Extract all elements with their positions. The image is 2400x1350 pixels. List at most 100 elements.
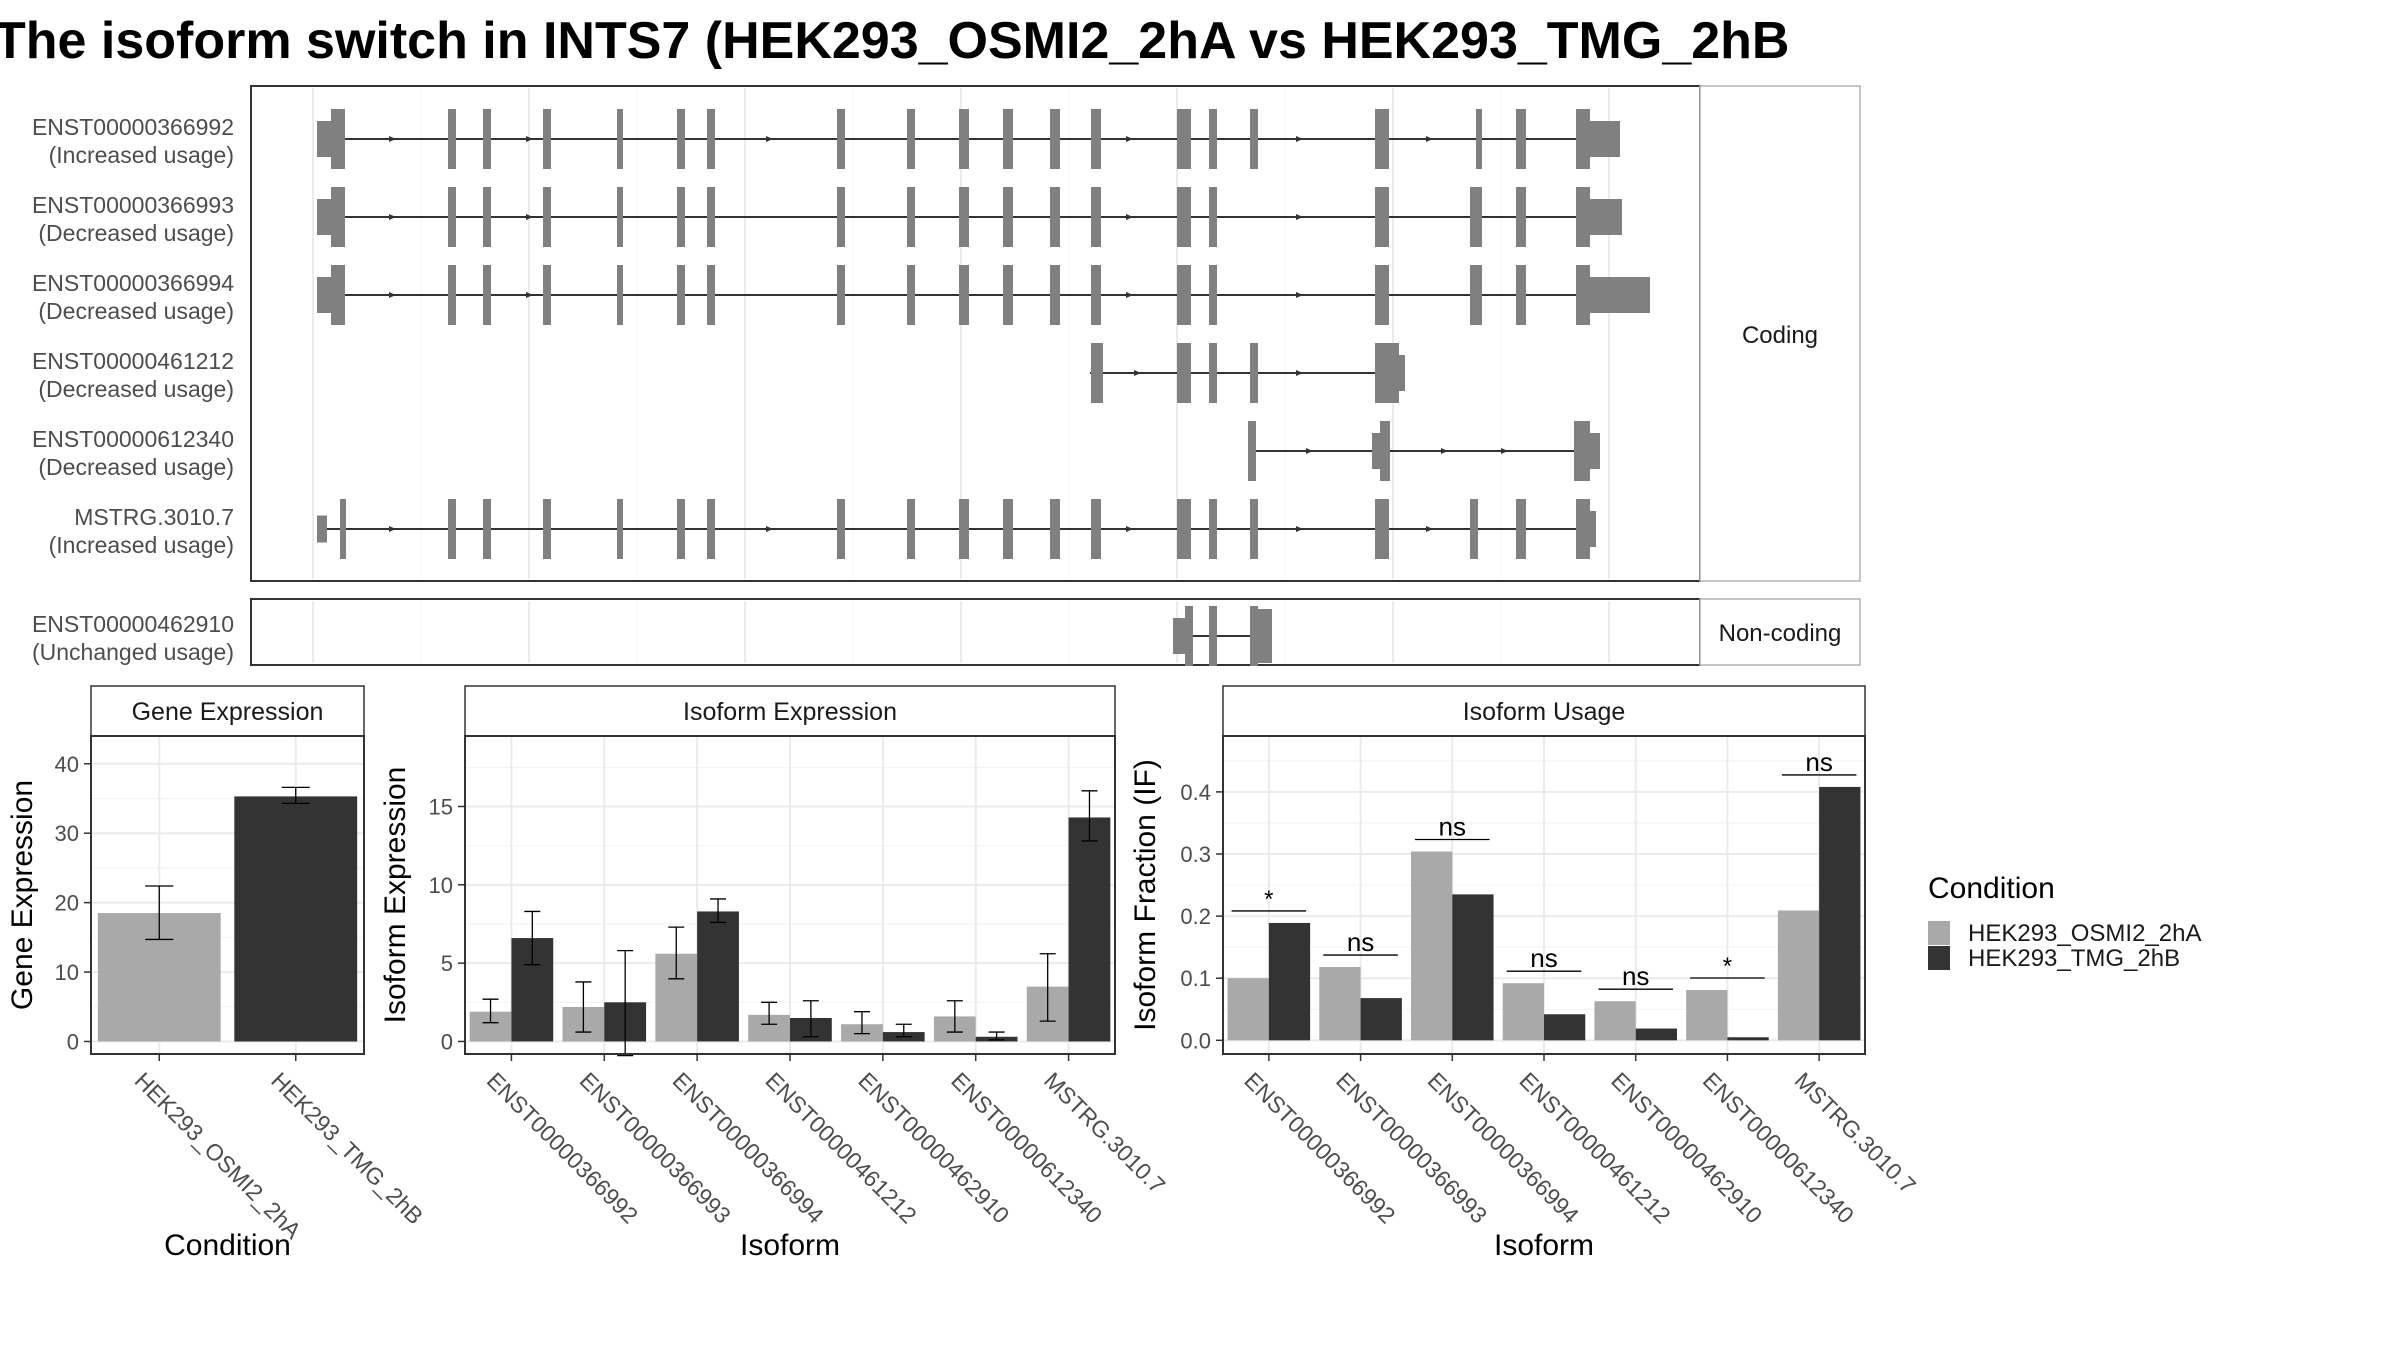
figure-title: The isoform switch in INTS7 (HEK293_OSMI… xyxy=(0,12,1789,70)
plot-panel-border xyxy=(90,735,365,1055)
x-tick-label: ENST00000461212 xyxy=(1514,1067,1675,1228)
y-tick-label: 0.4 xyxy=(1180,780,1211,805)
bar xyxy=(1686,990,1728,1041)
exon-block xyxy=(707,265,715,325)
exon-block xyxy=(959,265,969,325)
exon-block xyxy=(1380,421,1390,481)
exon-block xyxy=(707,499,715,559)
x-tick-label: HEK293_TMG_2hB xyxy=(266,1067,428,1229)
facet-strip-title: Isoform Expression xyxy=(683,698,897,726)
exon-block xyxy=(483,187,491,247)
strand-arrow xyxy=(389,526,396,532)
exon-block xyxy=(837,109,845,169)
structure-gridlines xyxy=(312,88,1610,663)
bar xyxy=(697,911,739,1042)
significance-label: ns xyxy=(1347,927,1374,957)
exon-block xyxy=(1177,343,1191,403)
x-tick-label: ENST00000366992 xyxy=(482,1067,643,1228)
exon-block xyxy=(543,265,551,325)
exon-block xyxy=(617,265,623,325)
strand-arrow xyxy=(1126,136,1133,142)
strand-arrow xyxy=(389,292,396,298)
exon-block xyxy=(1576,109,1590,169)
transcript-id: ENST00000366993 xyxy=(32,192,234,218)
transcript-usage: (Increased usage) xyxy=(49,532,234,558)
noncoding-strip xyxy=(1699,598,1861,666)
coding-strip xyxy=(1699,85,1861,582)
x-tick-label: ENST00000612340 xyxy=(946,1067,1107,1228)
strand-arrow xyxy=(1126,292,1133,298)
utr-block xyxy=(1590,511,1596,547)
y-tick-label: 0.3 xyxy=(1180,842,1211,867)
transcript-track xyxy=(317,109,1620,169)
exon-block xyxy=(448,265,456,325)
exon-block xyxy=(707,187,715,247)
exon-block xyxy=(617,109,623,169)
transcript-label: ENST00000461212(Decreased usage) xyxy=(32,348,234,402)
y-tick-label: 0.0 xyxy=(1180,1028,1211,1053)
significance-label: * xyxy=(1723,953,1732,980)
exon-block xyxy=(448,187,456,247)
x-tick-label: ENST00000366993 xyxy=(1331,1067,1492,1228)
strand-arrow xyxy=(1441,448,1448,454)
exon-block xyxy=(677,499,685,559)
strand-arrow xyxy=(1296,136,1303,142)
exon-block xyxy=(448,499,456,559)
x-tick-label: ENST00000366992 xyxy=(1239,1067,1400,1228)
strand-arrow xyxy=(1296,526,1303,532)
exon-block xyxy=(1177,265,1191,325)
transcript-tracks xyxy=(317,109,1650,666)
bar xyxy=(1268,922,1311,1041)
strand-arrow xyxy=(1296,370,1303,376)
exon-block xyxy=(1091,109,1101,169)
exon-block xyxy=(907,499,915,559)
strand-arrow xyxy=(526,292,533,298)
exon-block xyxy=(617,187,623,247)
exon-block xyxy=(1248,421,1256,481)
exon-block xyxy=(1003,187,1013,247)
coding-strip-label: Coding xyxy=(1742,322,1818,349)
legend-swatch-cond2 xyxy=(1928,946,1950,970)
bar xyxy=(1452,894,1494,1041)
exon-block xyxy=(1003,499,1013,559)
utr-block xyxy=(1372,433,1382,469)
exon-block xyxy=(1576,499,1590,559)
exon-block xyxy=(1470,265,1478,325)
transcript-structure-panel: Coding Non-coding ENST00000366992(Increa… xyxy=(32,85,1861,666)
gene-expression-chart: Gene Expression010203040HEK293_OSMI2_2hA… xyxy=(6,685,428,1262)
exon-block xyxy=(1476,109,1482,169)
exon-block xyxy=(483,499,491,559)
legend-title: Condition xyxy=(1928,872,2055,905)
exon-block xyxy=(448,109,456,169)
exon-block xyxy=(837,187,845,247)
utr-block xyxy=(1590,433,1600,469)
transcript-label: ENST00000366993(Decreased usage) xyxy=(32,192,234,246)
transcript-label: ENST00000366992(Increased usage) xyxy=(32,114,234,168)
exon-block xyxy=(1516,187,1526,247)
exon-block xyxy=(1516,499,1526,559)
transcript-usage: (Decreased usage) xyxy=(38,220,234,246)
transcript-id: ENST00000366994 xyxy=(32,270,234,296)
x-tick-label: ENST00000462910 xyxy=(853,1067,1014,1228)
exon-block xyxy=(907,187,915,247)
y-tick-label: 40 xyxy=(55,752,79,777)
exon-block xyxy=(907,265,915,325)
exon-block xyxy=(1091,499,1101,559)
exon-block xyxy=(907,109,915,169)
significance-label: ns xyxy=(1530,943,1557,973)
y-tick-label: 20 xyxy=(55,891,79,916)
exon-block xyxy=(837,265,845,325)
strand-arrow xyxy=(1426,526,1433,532)
exon-block xyxy=(1091,343,1103,403)
isoform-expression-chart: Isoform Expression051015ENST00000366992E… xyxy=(379,685,1170,1262)
transcript-track xyxy=(317,265,1650,325)
strand-arrow xyxy=(1501,448,1508,454)
y-tick-label: 15 xyxy=(429,794,453,819)
exon-block xyxy=(1250,499,1258,559)
exon-block xyxy=(677,187,685,247)
exon-block xyxy=(1375,343,1399,403)
y-tick-label: 0.1 xyxy=(1180,966,1211,991)
strand-arrow xyxy=(766,526,773,532)
strand-arrow xyxy=(389,214,396,220)
strand-arrow xyxy=(1126,214,1133,220)
